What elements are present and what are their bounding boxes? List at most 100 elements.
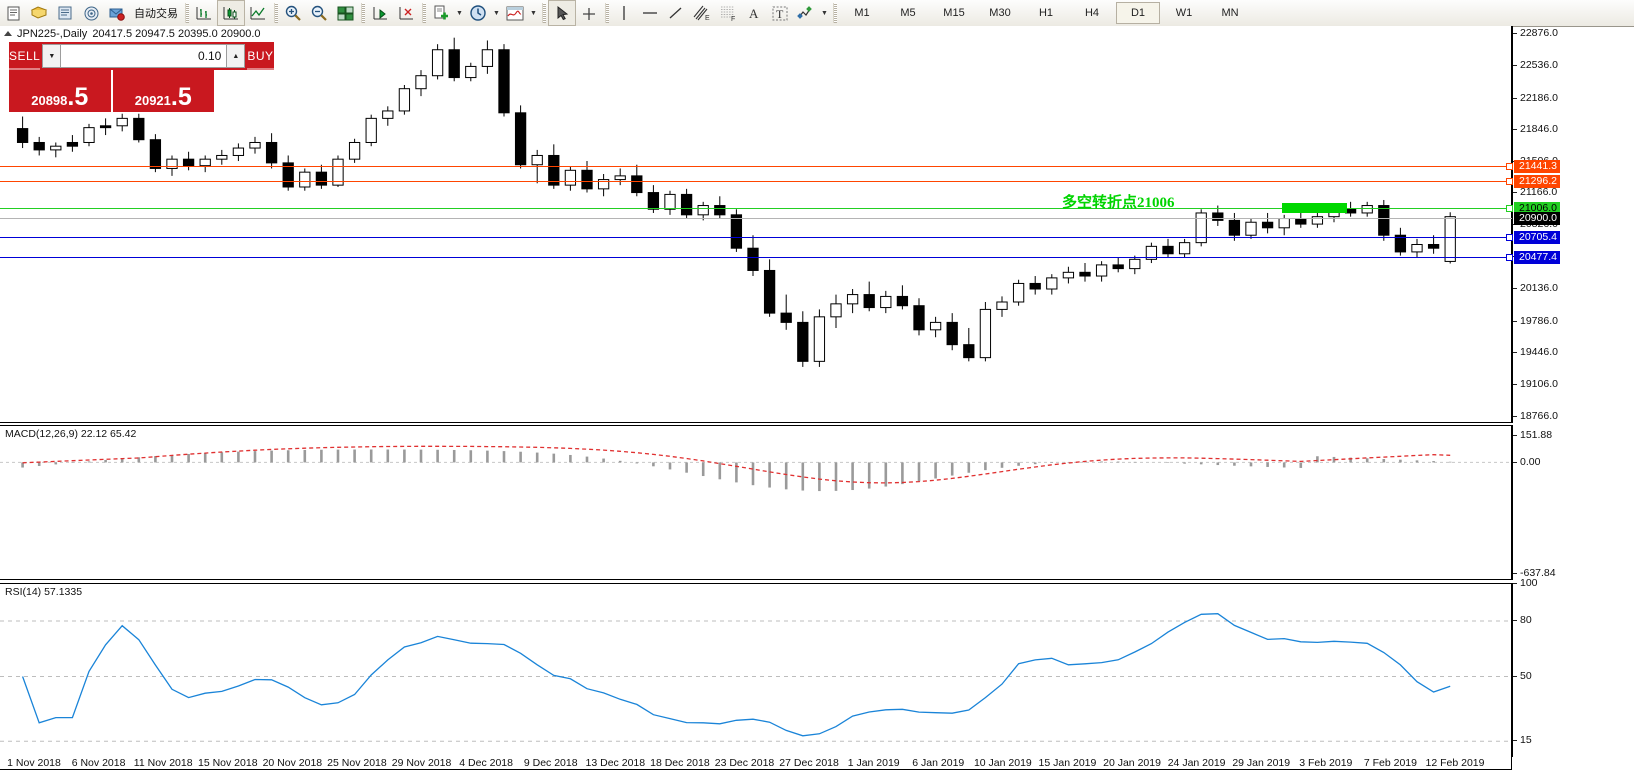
rsi-pane[interactable]: RSI(14) 57.1335: [0, 583, 1512, 770]
buy-button[interactable]: BUY: [247, 42, 274, 70]
sell-button[interactable]: SELL: [9, 42, 41, 70]
objects-icon[interactable]: [793, 1, 819, 25]
price-chart-canvas: [16, 37, 1456, 367]
trendline-icon[interactable]: [663, 1, 689, 25]
toolbar-separator: [271, 2, 280, 24]
volume-field-wrap: ▼ ▲: [40, 42, 248, 70]
chart-annotation-text[interactable]: 多空转折点21006: [1062, 195, 1175, 211]
macd-scale[interactable]: 151.88 0.00 -637.84: [1512, 425, 1634, 580]
level-price-tag[interactable]: 21006.0: [1514, 202, 1560, 215]
chevron-down-icon[interactable]: ▼: [456, 9, 463, 17]
time-axis-label: 24 Jan 2019: [1167, 757, 1226, 769]
line-chart-icon[interactable]: [245, 1, 271, 25]
toolbar-separator: [358, 2, 367, 24]
time-axis-label: 13 Dec 2018: [585, 757, 646, 769]
time-axis-label: 20 Jan 2019: [1103, 757, 1161, 769]
toolbar-separator: [419, 2, 428, 24]
auto-trading-label[interactable]: 自动交易: [134, 8, 178, 20]
indicators-icon[interactable]: [502, 1, 528, 25]
level-line-handle[interactable]: [1506, 234, 1513, 241]
candlestick-icon[interactable]: [217, 0, 245, 26]
volume-input[interactable]: [61, 44, 227, 68]
sell-price-display[interactable]: 20898 .5: [9, 70, 111, 112]
zoom-in-icon[interactable]: [280, 1, 306, 25]
level-line-handle[interactable]: [1506, 254, 1513, 261]
rsi-scale[interactable]: 1008050150: [1512, 577, 1634, 774]
timeframe-w1[interactable]: W1: [1175, 7, 1193, 19]
level-price-tag[interactable]: 21441.3: [1514, 160, 1560, 173]
time-axis-label: 20 Nov 2018: [262, 757, 323, 769]
timeframe-m1[interactable]: M1: [854, 7, 870, 19]
equidistant-channel-icon[interactable]: E: [689, 1, 715, 25]
level-line[interactable]: [0, 178, 1513, 185]
horizontal-line-icon[interactable]: [637, 1, 663, 25]
crosshair-icon[interactable]: [576, 1, 602, 25]
chart-ohlc-label: 20417.5 20947.5 20395.0 20900.0: [92, 27, 261, 40]
time-axis[interactable]: 1 Nov 2018 6 Nov 2018 11 Nov 2018 15 Nov 20…: [0, 757, 1512, 773]
period-icon[interactable]: [465, 1, 491, 25]
tile-windows-icon[interactable]: [332, 1, 358, 25]
price-scale[interactable]: 22876.022536.022186.021846.021506.021166…: [1512, 26, 1634, 423]
order-icon[interactable]: [0, 1, 26, 25]
time-axis-label: 4 Dec 2018: [459, 757, 513, 769]
price-pane[interactable]: [0, 26, 1512, 423]
sell-price-main: 20898: [31, 93, 68, 108]
volume-increment-button[interactable]: ▲: [226, 44, 246, 68]
level-line[interactable]: [0, 205, 1513, 212]
chart-shift-icon[interactable]: [367, 1, 393, 25]
level-line[interactable]: [0, 163, 1513, 170]
news-icon[interactable]: [52, 1, 78, 25]
timeframe-h4[interactable]: H4: [1084, 7, 1100, 19]
svg-text:A: A: [749, 6, 759, 21]
timeframe-m5[interactable]: M5: [900, 7, 916, 19]
cursor-icon[interactable]: [548, 0, 576, 26]
text-box-icon[interactable]: T: [767, 1, 793, 25]
highlight-rectangle[interactable]: [1282, 203, 1347, 213]
svg-text:E: E: [705, 15, 710, 22]
history-icon[interactable]: [26, 1, 52, 25]
bar-chart-icon[interactable]: [191, 1, 217, 25]
level-line-handle[interactable]: [1506, 163, 1513, 170]
level-line-handle[interactable]: [1506, 205, 1513, 212]
time-axis-label: 3 Feb 2019: [1299, 757, 1353, 769]
signal-icon[interactable]: [78, 1, 104, 25]
level-line[interactable]: [0, 234, 1513, 241]
axis-corner: [1512, 757, 1634, 773]
chevron-down-icon[interactable]: ▼: [493, 9, 500, 17]
fibonacci-icon[interactable]: F: [715, 1, 741, 25]
auto-scroll-icon[interactable]: [393, 1, 419, 25]
level-price-tag[interactable]: 20705.4: [1514, 231, 1560, 244]
text-label-icon[interactable]: A: [741, 1, 767, 25]
level-line[interactable]: [0, 254, 1513, 261]
time-axis-label: 9 Dec 2018: [523, 757, 578, 769]
toolbar-separator: [539, 2, 548, 24]
timeframe-m15[interactable]: M15: [943, 7, 965, 19]
level-line[interactable]: [0, 218, 1512, 219]
one-click-trading-panel[interactable]: SELL ▼ ▲ BUY 20898 .5 20921 .5: [9, 42, 274, 114]
macd-pane[interactable]: MACD(12,26,9) 22.12 65.42: [0, 425, 1512, 580]
timeframe-d1[interactable]: D1: [1116, 2, 1160, 24]
time-axis-label: 10 Jan 2019: [973, 757, 1032, 769]
time-axis-label: 6 Jan 2019: [912, 757, 965, 769]
chart-collapse-icon[interactable]: [4, 31, 12, 36]
chevron-down-icon[interactable]: ▼: [530, 9, 537, 17]
level-price-tag[interactable]: 21296.2: [1514, 175, 1560, 188]
level-line-handle[interactable]: [1506, 178, 1513, 185]
macd-label: MACD(12,26,9) 22.12 65.42: [5, 428, 137, 440]
volume-decrement-button[interactable]: ▼: [42, 44, 62, 68]
buy-price-main: 20921: [134, 93, 171, 108]
level-price-tag[interactable]: 20900.0: [1514, 212, 1560, 225]
timeframe-mn[interactable]: MN: [1221, 7, 1239, 19]
zoom-out-icon[interactable]: [306, 1, 332, 25]
time-axis-label: 1 Jan 2019: [847, 757, 900, 769]
time-axis-label: 6 Nov 2018: [71, 757, 126, 769]
vertical-line-icon[interactable]: [611, 1, 637, 25]
new-chart-icon[interactable]: [428, 1, 454, 25]
timeframe-m30[interactable]: M30: [989, 7, 1011, 19]
chevron-down-icon[interactable]: ▼: [821, 9, 828, 17]
level-price-tag[interactable]: 20477.4: [1514, 251, 1560, 264]
sell-price-fraction: .5: [67, 82, 89, 111]
mail-icon[interactable]: [104, 1, 130, 25]
timeframe-h1[interactable]: H1: [1038, 7, 1054, 19]
buy-price-display[interactable]: 20921 .5: [112, 70, 214, 112]
